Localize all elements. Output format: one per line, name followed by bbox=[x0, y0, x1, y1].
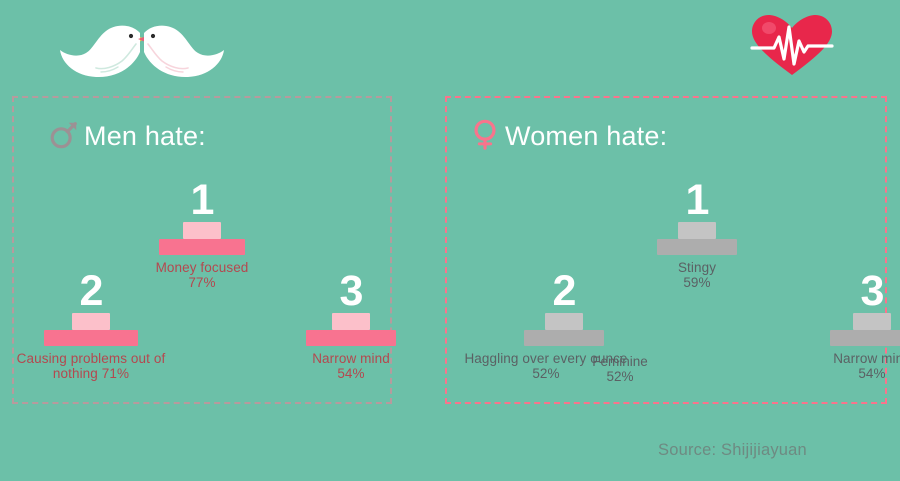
rank-number: 2 bbox=[79, 267, 104, 315]
podium-percent: 59% bbox=[683, 274, 711, 290]
podium-label: Haggling over every ounce bbox=[464, 350, 628, 366]
rank-number: 3 bbox=[339, 267, 364, 315]
podium-bar-base bbox=[306, 329, 396, 346]
rank-number: 3 bbox=[860, 267, 885, 315]
panel-title-women: Women hate: bbox=[505, 121, 668, 151]
tied-percent: 52% bbox=[606, 369, 634, 384]
podium-caption: Stingy 59% bbox=[612, 260, 782, 290]
podium-percent: 54% bbox=[858, 365, 886, 381]
podium-label: Causing problems out of nothing bbox=[16, 350, 166, 381]
podium-bar-top bbox=[678, 221, 716, 239]
tied-entry-feminine: Feminine 52% bbox=[550, 354, 690, 384]
podium-men-rank-3: 3 Narrow mind 54% bbox=[266, 267, 436, 381]
podium-bar-base bbox=[524, 329, 604, 346]
source-attribution: Source: Shijijiayuan bbox=[658, 441, 807, 459]
podium-women-rank-1: 1 Stingy 59% bbox=[612, 176, 782, 290]
panel-women-hate: Women hate: 1 Stingy 59% 2 Haggling over… bbox=[445, 96, 900, 404]
podium-women-rank-3: 3 Narrow mind 54% bbox=[787, 267, 900, 381]
podium-men-rank-2: 2 Causing problems out of nothing 71% bbox=[6, 267, 176, 381]
podium-bars bbox=[266, 312, 436, 346]
podium-label: Stingy bbox=[677, 259, 717, 275]
podium-bar-top bbox=[853, 312, 891, 330]
podium-bar-base bbox=[159, 238, 245, 255]
podium-percent: 77% bbox=[188, 274, 216, 290]
podium-bars bbox=[612, 221, 782, 255]
heartbeat-heart-icon bbox=[748, 12, 836, 78]
podium-label: Narrow mind bbox=[833, 350, 900, 366]
podium-bars bbox=[479, 312, 649, 346]
podium-caption: Causing problems out of nothing 71% bbox=[6, 351, 176, 381]
panel-title-men: Men hate: bbox=[84, 121, 206, 151]
podium-men-rank-1: 1 Money focused 77% bbox=[117, 176, 287, 290]
heading-men-hate: Men hate: bbox=[48, 118, 206, 155]
two-doves-icon bbox=[52, 14, 232, 84]
rank-number: 1 bbox=[685, 176, 710, 224]
podium-caption: Narrow mind 54% bbox=[787, 351, 900, 381]
rank-number: 2 bbox=[552, 267, 577, 315]
heading-women-hate: Women hate: bbox=[469, 118, 667, 155]
podium-women-rank-2: 2 Haggling over every ounce 52% bbox=[464, 267, 649, 381]
tied-label: Feminine bbox=[592, 354, 648, 369]
podium-label: Money focused bbox=[155, 259, 249, 275]
podium-label: Narrow mind bbox=[312, 350, 390, 366]
panel-men-hate: Men hate: 1 Money focused 77% 2 Causing … bbox=[12, 96, 396, 404]
podium-percent: 71% bbox=[101, 365, 130, 381]
podium-caption: Money focused 77% bbox=[117, 260, 287, 290]
podium-bar-top bbox=[72, 312, 110, 330]
podium-bar-base bbox=[44, 329, 138, 346]
podium-bar-top bbox=[332, 312, 370, 330]
podium-caption: Narrow mind 54% bbox=[266, 351, 436, 381]
rank-number: 1 bbox=[190, 176, 215, 224]
podium-bar-base bbox=[830, 329, 900, 346]
podium-percent: 54% bbox=[337, 365, 365, 381]
podium-bars bbox=[117, 221, 287, 255]
podium-bar-top bbox=[545, 312, 583, 330]
female-symbol-icon bbox=[469, 118, 501, 155]
podium-bar-top bbox=[183, 221, 221, 239]
podium-bars bbox=[787, 312, 900, 346]
podium-bar-base bbox=[657, 238, 737, 255]
male-symbol-icon bbox=[48, 118, 80, 155]
podium-bars bbox=[6, 312, 176, 346]
podium-percent: 52% bbox=[532, 365, 560, 381]
podium-caption: Haggling over every ounce 52% bbox=[461, 351, 631, 381]
